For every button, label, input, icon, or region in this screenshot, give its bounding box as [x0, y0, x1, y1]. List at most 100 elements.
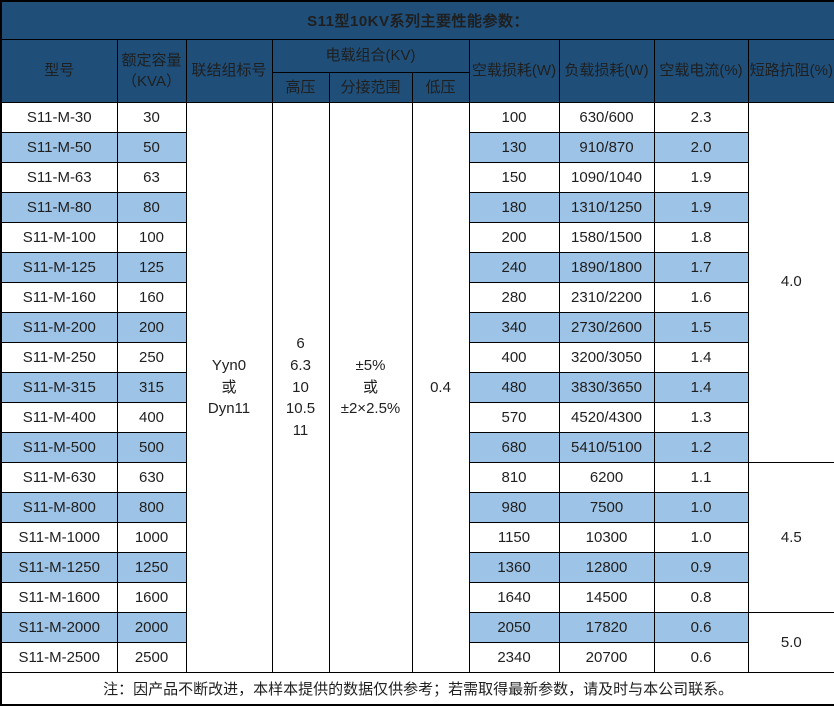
no-load-current-cell: 1.0 — [653, 522, 749, 554]
no-load-loss-cell: 340 — [468, 311, 560, 343]
no-load-current-cell: 0.8 — [653, 582, 749, 614]
header-hv: 高压 — [271, 71, 330, 103]
load-loss-cell: 1890/1800 — [558, 251, 655, 283]
model-cell: S11-M-63 — [0, 161, 118, 193]
capacity-cell: 160 — [116, 281, 187, 313]
model-cell: S11-M-2500 — [0, 642, 118, 674]
hv-cell: 6 6.3 10 10.5 11 — [271, 101, 330, 674]
footer-note: 注：因产品不断改进，本样本提供的数据仅供参考；若需取得最新参数，请及时与本公司联… — [0, 672, 834, 706]
capacity-cell: 80 — [116, 191, 187, 223]
table-row: S11-M-1600 1600 1640 14500 0.8 — [0, 582, 834, 614]
header-row-1: 型号 额定容量 （KVA） 联结组标号 电载组合(KV) 空载损耗(W) 负载损… — [0, 38, 834, 103]
no-load-current-cell: 1.1 — [653, 461, 749, 494]
load-loss-cell: 17820 — [558, 612, 655, 644]
capacity-cell: 100 — [116, 221, 187, 253]
no-load-loss-cell: 570 — [468, 401, 560, 433]
no-load-current-cell: 1.3 — [653, 401, 749, 433]
no-load-loss-cell: 480 — [468, 371, 560, 403]
model-cell: S11-M-1000 — [0, 522, 118, 554]
model-cell: S11-M-800 — [0, 492, 118, 524]
load-loss-cell: 6200 — [558, 461, 655, 494]
model-cell: S11-M-125 — [0, 251, 118, 283]
header-no-load-loss: 空载损耗(W) — [468, 38, 560, 103]
no-load-loss-cell: 180 — [468, 191, 560, 223]
no-load-loss-cell: 150 — [468, 161, 560, 193]
note-row: 注：因产品不断改进，本样本提供的数据仅供参考；若需取得最新参数，请及时与本公司联… — [0, 672, 834, 706]
table-row: S11-M-200 200 340 2730/2600 1.5 — [0, 311, 834, 343]
model-cell: S11-M-2000 — [0, 612, 118, 644]
no-load-loss-cell: 1360 — [468, 552, 560, 584]
load-loss-cell: 14500 — [558, 582, 655, 614]
table-row: S11-M-30 30 Yyn0 或 Dyn11 6 6.3 10 10.5 1… — [0, 101, 834, 674]
no-load-current-cell: 2.3 — [653, 101, 749, 133]
no-load-current-cell: 1.4 — [653, 341, 749, 373]
impedance-group-cell: 4.5 — [747, 461, 834, 614]
header-vector-group: 联结组标号 — [185, 38, 273, 103]
capacity-cell: 250 — [116, 341, 187, 373]
no-load-current-cell: 0.9 — [653, 552, 749, 584]
header-row-2: 高压 分接范围 低压 — [1, 71, 834, 103]
capacity-cell: 1600 — [116, 582, 187, 614]
tap-range-cell: ±5% 或 ±2×2.5% — [328, 101, 413, 674]
model-cell: S11-M-1250 — [0, 552, 118, 584]
capacity-cell: 125 — [116, 251, 187, 283]
model-cell: S11-M-80 — [0, 191, 118, 223]
model-cell: S11-M-160 — [0, 281, 118, 313]
table-row: S11-M-80 80 180 1310/1250 1.9 — [0, 191, 834, 223]
capacity-cell: 50 — [116, 131, 187, 163]
load-loss-cell: 3830/3650 — [558, 371, 655, 403]
no-load-loss-cell: 2050 — [468, 612, 560, 644]
load-loss-cell: 3200/3050 — [558, 341, 655, 373]
table-row: S11-M-1250 1250 1360 12800 0.9 — [0, 552, 834, 584]
no-load-current-cell: 1.5 — [653, 311, 749, 343]
load-loss-cell: 10300 — [558, 522, 655, 554]
no-load-loss-cell: 400 — [468, 341, 560, 373]
load-loss-cell: 910/870 — [558, 131, 655, 163]
capacity-cell: 800 — [116, 492, 187, 524]
no-load-current-cell: 1.9 — [653, 161, 749, 193]
model-cell: S11-M-30 — [0, 101, 118, 133]
model-cell: S11-M-500 — [0, 431, 118, 464]
capacity-cell: 400 — [116, 401, 187, 433]
no-load-current-cell: 1.2 — [653, 431, 749, 464]
capacity-cell: 630 — [116, 461, 187, 494]
header-load-combination: 电载组合(KV) — [271, 38, 470, 73]
no-load-current-cell: 1.4 — [653, 371, 749, 403]
load-loss-cell: 1580/1500 — [558, 221, 655, 253]
no-load-loss-cell: 680 — [468, 431, 560, 464]
header-model: 型号 — [0, 38, 118, 103]
no-load-loss-cell: 810 — [468, 461, 560, 494]
table-row: S11-M-630 630 810 6200 1.1 4.5 — [0, 461, 834, 614]
page-title: S11型10KV系列主要性能参数： — [0, 0, 834, 40]
model-cell: S11-M-315 — [0, 371, 118, 403]
model-cell: S11-M-50 — [0, 131, 118, 163]
no-load-current-cell: 1.6 — [653, 281, 749, 313]
title-row: S11型10KV系列主要性能参数： — [0, 0, 834, 40]
no-load-current-cell: 0.6 — [653, 612, 749, 644]
load-loss-cell: 4520/4300 — [558, 401, 655, 433]
no-load-current-cell: 1.8 — [653, 221, 749, 253]
load-loss-cell: 12800 — [558, 552, 655, 584]
load-loss-cell: 20700 — [558, 642, 655, 674]
capacity-cell: 500 — [116, 431, 187, 464]
load-loss-cell: 1090/1040 — [558, 161, 655, 193]
no-load-loss-cell: 1640 — [468, 582, 560, 614]
table-row: S11-M-800 800 980 7500 1.0 — [0, 492, 834, 524]
no-load-current-cell: 1.9 — [653, 191, 749, 223]
table-row: S11-M-100 100 200 1580/1500 1.8 — [0, 221, 834, 253]
capacity-cell: 63 — [116, 161, 187, 193]
impedance-group-cell: 4.0 — [747, 101, 834, 464]
header-capacity: 额定容量 （KVA） — [116, 38, 187, 103]
header-impedance: 短路抗阻(%) — [747, 38, 834, 103]
capacity-cell: 2500 — [116, 642, 187, 674]
no-load-loss-cell: 280 — [468, 281, 560, 313]
capacity-cell: 1250 — [116, 552, 187, 584]
capacity-cell: 2000 — [116, 612, 187, 644]
model-cell: S11-M-200 — [0, 311, 118, 343]
load-loss-cell: 630/600 — [558, 101, 655, 133]
table-row: S11-M-125 125 240 1890/1800 1.7 — [0, 251, 834, 283]
capacity-cell: 315 — [116, 371, 187, 403]
no-load-loss-cell: 980 — [468, 492, 560, 524]
header-no-load-current: 空载电流(%) — [653, 38, 749, 103]
